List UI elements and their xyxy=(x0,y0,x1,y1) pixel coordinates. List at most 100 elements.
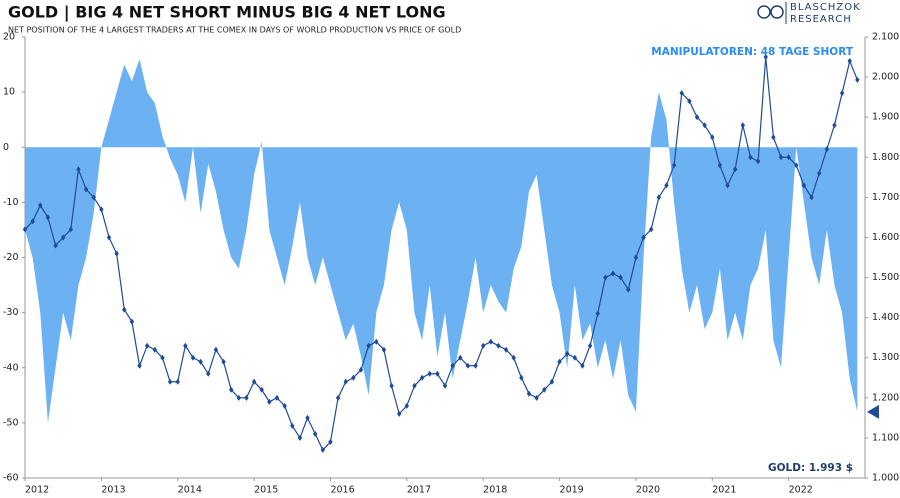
marker xyxy=(519,374,524,381)
last-value-marker xyxy=(867,404,879,419)
marker xyxy=(404,402,410,409)
marker xyxy=(626,286,631,293)
marker xyxy=(763,54,768,61)
marker xyxy=(442,382,448,389)
marker xyxy=(114,250,119,257)
marker xyxy=(748,154,753,161)
marker xyxy=(312,430,318,437)
x-tick-label: 2020 xyxy=(636,485,660,496)
marker xyxy=(473,362,478,369)
marker xyxy=(343,378,348,385)
marker xyxy=(60,234,66,241)
marker xyxy=(587,342,593,349)
line xyxy=(24,56,858,451)
marker xyxy=(664,182,669,189)
x-tick-label: 2015 xyxy=(254,485,278,496)
marker xyxy=(137,362,142,369)
y2-tick-label: 1.700 xyxy=(872,192,899,203)
marker xyxy=(847,58,852,65)
y2-tick-label: 1.200 xyxy=(872,392,899,403)
marker xyxy=(694,114,700,121)
marker xyxy=(480,342,486,349)
y2-tick-label: 1.600 xyxy=(872,232,899,243)
marker xyxy=(580,362,585,369)
marker xyxy=(496,342,501,349)
marker xyxy=(732,166,738,173)
marker xyxy=(228,386,234,393)
marker xyxy=(22,226,28,233)
plot: -60 -50 -40 -30 -20 -10 0 10 20 1.000 1.100 1.200 1.… xyxy=(3,32,899,496)
marker xyxy=(786,154,791,161)
marker xyxy=(259,386,264,393)
marker xyxy=(435,370,440,377)
marker xyxy=(679,90,684,97)
marker xyxy=(198,358,203,365)
marker xyxy=(702,122,707,129)
annotation: MANIPULATOREN: 48 TAGE SHORT xyxy=(651,46,854,58)
marker xyxy=(160,354,165,361)
marker xyxy=(106,234,112,241)
marker xyxy=(244,394,249,401)
marker xyxy=(396,410,402,417)
marker xyxy=(717,162,723,169)
marker xyxy=(809,194,814,201)
marker xyxy=(366,342,371,349)
marker xyxy=(381,346,387,353)
marker xyxy=(450,362,455,369)
marker xyxy=(427,370,432,377)
marker xyxy=(641,234,646,241)
marker xyxy=(68,226,74,233)
x-tick-label: 2013 xyxy=(101,485,125,496)
x-tick-label: 2021 xyxy=(712,485,736,496)
marker xyxy=(671,162,677,169)
marker xyxy=(771,134,776,141)
x-tick-label: 2018 xyxy=(483,485,507,496)
marker xyxy=(572,354,578,361)
marker xyxy=(290,422,295,429)
marker xyxy=(855,76,860,83)
marker xyxy=(274,394,280,401)
marker xyxy=(503,346,509,353)
y2-tick-label: 1.000 xyxy=(872,473,899,484)
marker xyxy=(465,362,471,369)
y2-tick-label: 1.800 xyxy=(872,152,899,163)
marker xyxy=(328,438,333,445)
y2-tick-label: 1.300 xyxy=(872,352,899,363)
marker xyxy=(53,242,58,249)
marker xyxy=(389,382,394,389)
marker xyxy=(122,306,127,313)
y-tick-label: 20 xyxy=(3,32,15,43)
logo-text: BLASCHZOK xyxy=(790,2,861,13)
marker xyxy=(618,274,623,281)
marker xyxy=(488,338,494,345)
logo: BLASCHZOK RESEARCH xyxy=(757,2,861,25)
marker xyxy=(167,378,173,385)
marker xyxy=(610,270,616,277)
marker xyxy=(320,446,326,453)
marker xyxy=(419,374,425,381)
marker xyxy=(801,182,807,189)
marker xyxy=(633,254,639,261)
marker xyxy=(511,354,516,361)
y-tick-label: -20 xyxy=(3,252,19,263)
marker xyxy=(564,350,570,357)
chart-subtitle: NET POSITION OF THE 4 LARGEST TRADERS AT… xyxy=(8,26,461,35)
marker xyxy=(832,122,837,129)
y2-tick-label: 1.400 xyxy=(872,312,899,323)
marker xyxy=(91,194,96,201)
y2-tick-label: 1.100 xyxy=(872,432,899,443)
marker xyxy=(236,394,242,401)
marker xyxy=(725,182,730,189)
x-tick-label: 2022 xyxy=(789,485,813,496)
marker xyxy=(251,378,257,385)
y2-tick-label: 2.100 xyxy=(872,32,899,43)
y-tick-label: -50 xyxy=(3,417,19,428)
marker xyxy=(83,186,89,193)
annotation: GOLD: 1.993 $ xyxy=(768,462,853,474)
marker xyxy=(374,338,379,345)
y-tick-label: -60 xyxy=(3,473,19,484)
y-tick-label: -40 xyxy=(3,362,19,373)
marker xyxy=(183,342,188,349)
marker xyxy=(38,202,43,209)
